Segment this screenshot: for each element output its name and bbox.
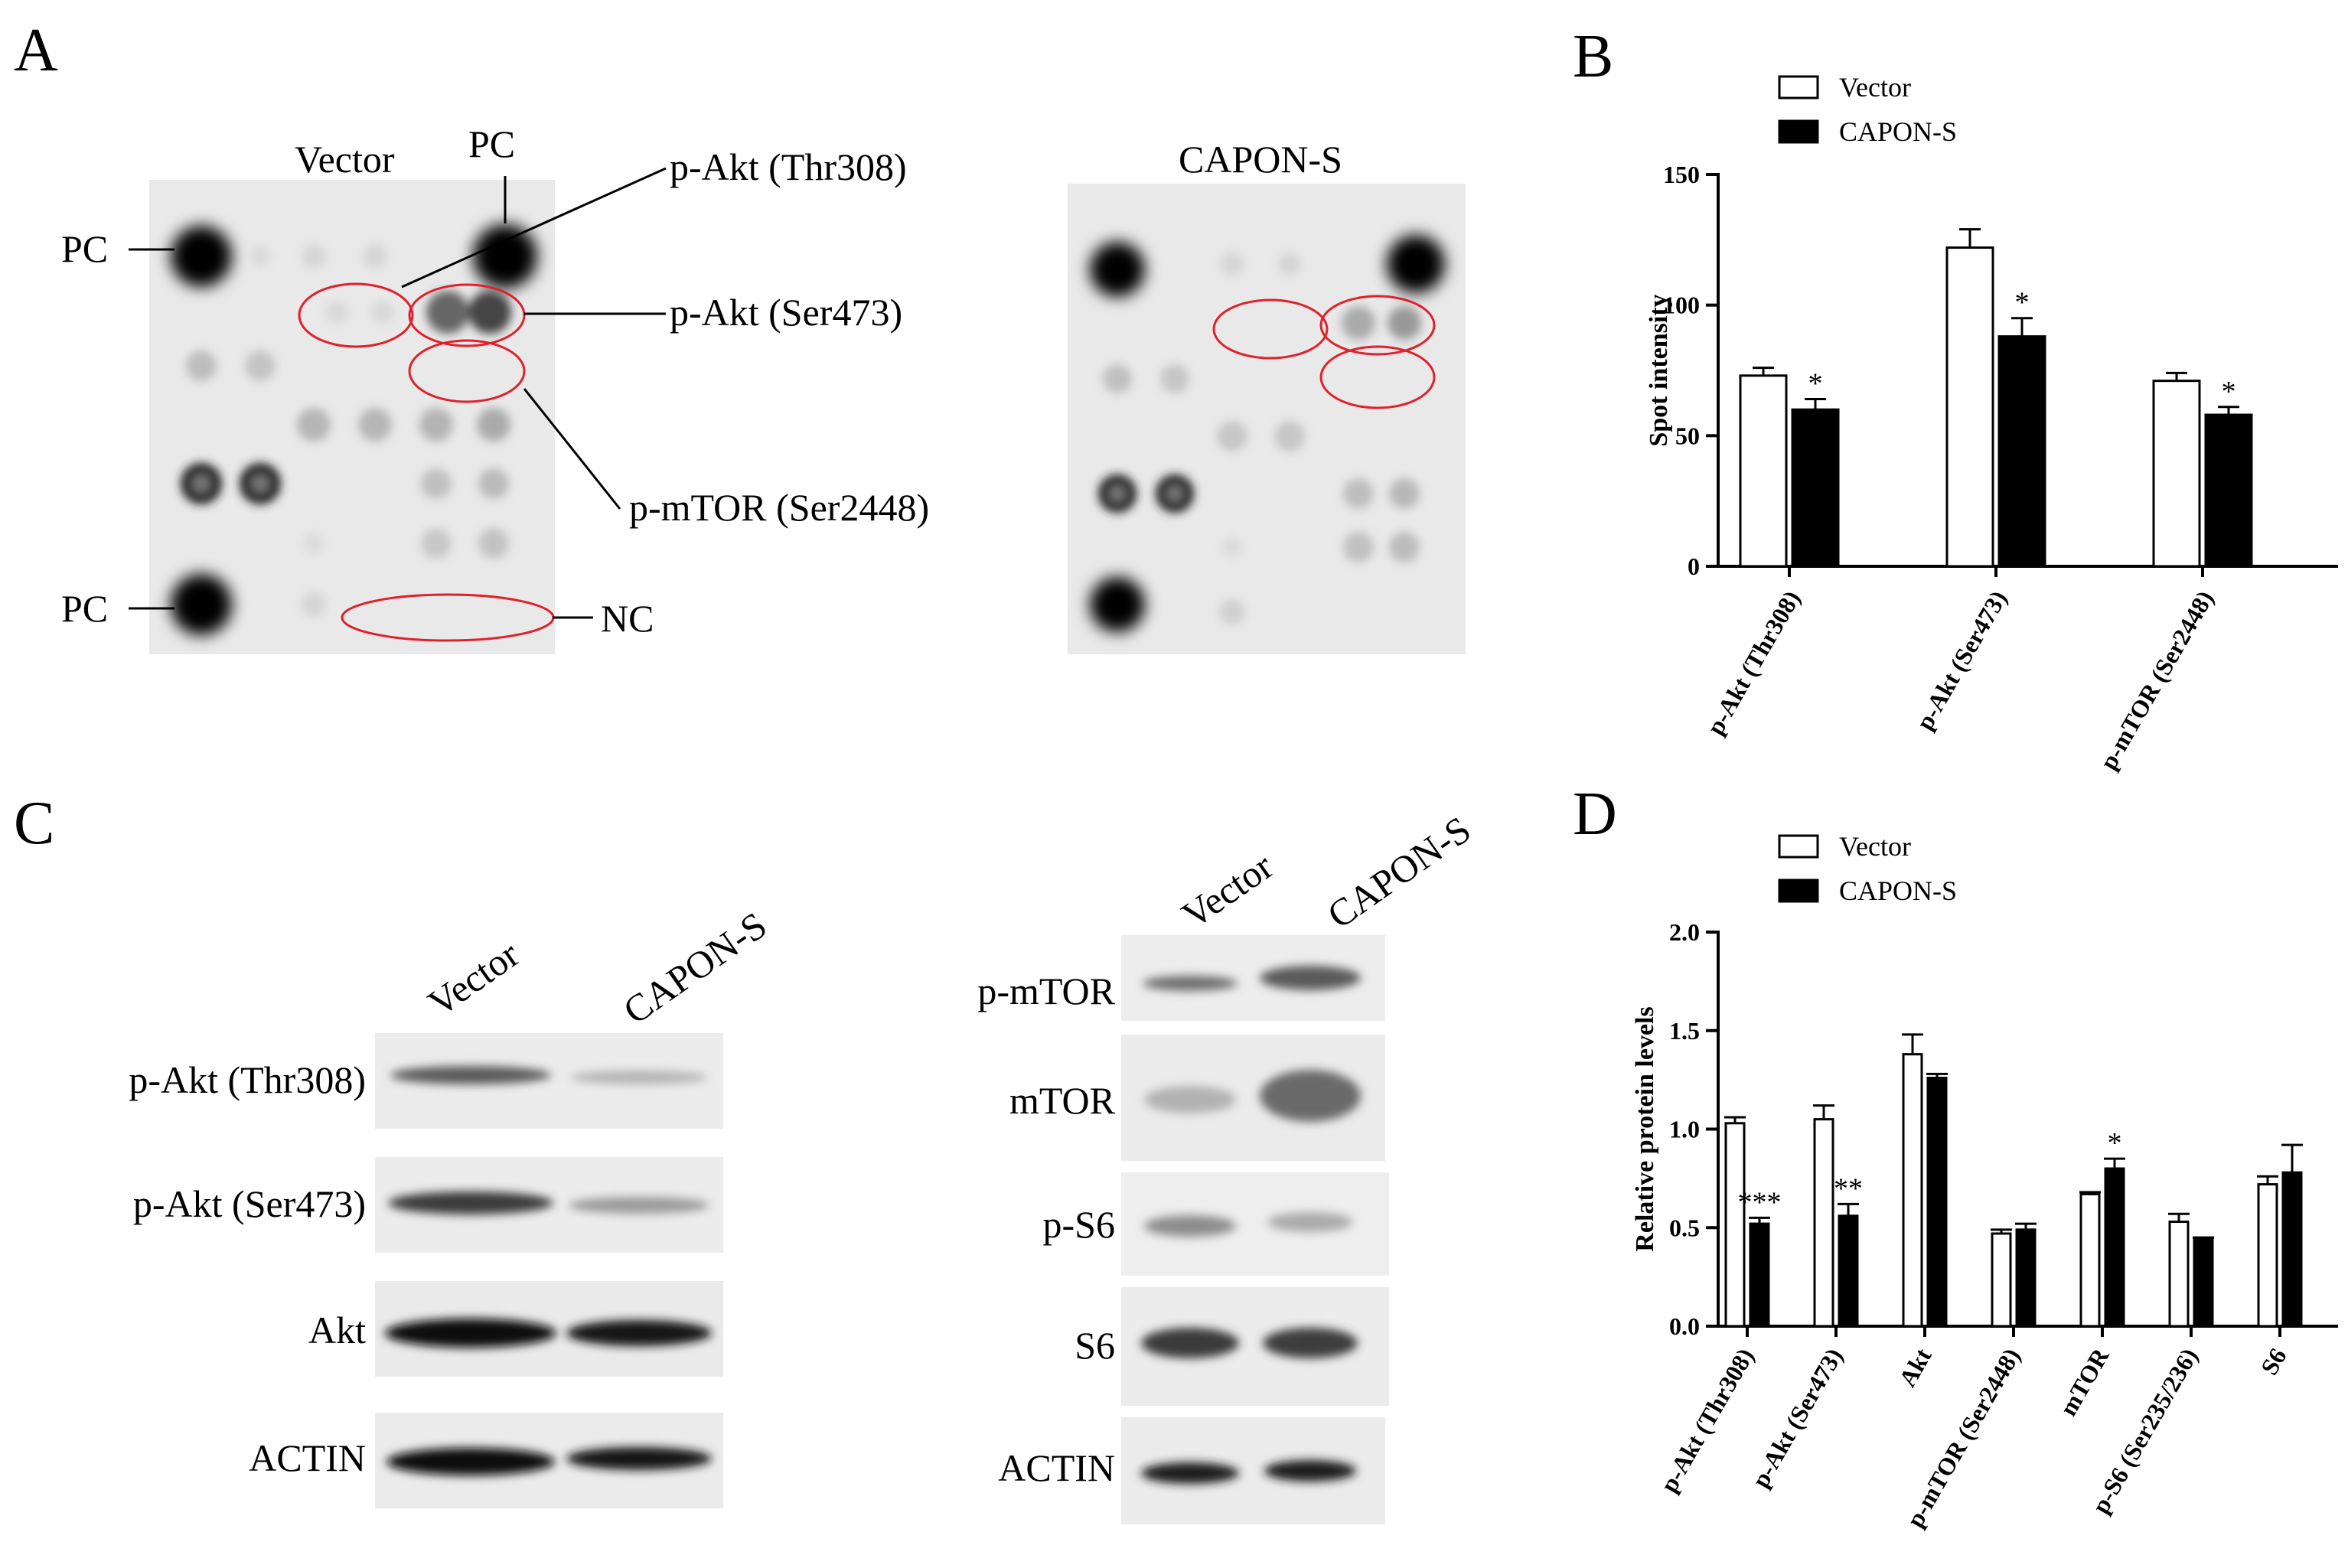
chart-spot-intensity: 0 50 100 150 Spot intensity * p-Akt (Thr308) * p… [1645, 72, 2338, 774]
blot-right-row-4: S6 [1075, 1324, 1115, 1367]
bar-vector [1813, 1118, 1834, 1328]
pc-left-upper-label: PC [61, 227, 108, 270]
blot-left-lane-capon: CAPON-S [615, 903, 774, 1032]
category-label: p-Akt (Thr308) [1701, 586, 1806, 739]
blot-right-row-2: mTOR [1009, 1079, 1116, 1122]
y-tick-label: 2.0 [1669, 918, 1700, 946]
category-label: p-Akt (Thr308) [1655, 1344, 1759, 1497]
bar-capon-s [1749, 1222, 1770, 1328]
bar-capon-s [1997, 335, 2046, 568]
category-label: p-mTOR (Ser2448) [2094, 586, 2219, 774]
panel-b: B 0 50 100 150 Spot intensity * p-Akt (Thr308)… [1573, 23, 2338, 774]
panel-c: C Vector CAPON-S p-Akt (Thr308) p-Akt (S… [14, 790, 1479, 1524]
thr308-ellipse-capon [1212, 298, 1329, 360]
mtor-ellipse-capon [1319, 345, 1436, 409]
nc-label: NC [601, 597, 654, 640]
bar-capon-s [2193, 1238, 2214, 1328]
category-label: mTOR [2054, 1343, 2115, 1420]
panel-a-letter: A [14, 17, 58, 84]
panel-d: D 0.0 0.5 1.0 1.5 2.0 Relative protein levels… [1573, 781, 2338, 1532]
y-tick-label: 0.0 [1669, 1312, 1700, 1340]
category-label: S6 [2255, 1344, 2292, 1380]
ser473-ellipse-capon [1319, 295, 1436, 356]
panel-d-letter: D [1573, 781, 1617, 848]
y-tick-label: 150 [1663, 161, 1700, 188]
bar-vector [1724, 1122, 1746, 1328]
mtor-ellipse-vector [408, 339, 526, 403]
y-tick-label: 50 [1675, 422, 1700, 449]
blot-right-row-3: p-S6 [1043, 1203, 1115, 1246]
bar-capon-s [2015, 1228, 2037, 1328]
right-blot-strips [1121, 935, 1389, 1524]
callout-thr308: p-Akt (Thr308) [670, 145, 907, 188]
blot-right-lane-vector: Vector [1174, 844, 1280, 937]
legend-label: CAPON-S [1839, 116, 1957, 147]
blot-left-row-4: ACTIN [249, 1436, 366, 1479]
significance-marker: * [2015, 287, 2030, 319]
callout-mtor: p-mTOR (Ser2448) [629, 486, 929, 529]
legend-label: CAPON-S [1839, 875, 1957, 906]
pc-top-label: PC [468, 122, 515, 165]
legend-swatch-capon-s [1778, 879, 1819, 903]
vector-array-title: Vector [295, 138, 395, 181]
bar-vector [2079, 1192, 2101, 1328]
left-blot-strips [375, 1033, 723, 1508]
panel-b-letter: B [1573, 23, 1613, 90]
capon-array-title: CAPON-S [1179, 138, 1342, 181]
bar-capon-s [1926, 1077, 1948, 1328]
category-label: Akt [1893, 1343, 1937, 1391]
capon-array-membrane [1068, 184, 1466, 654]
significance-marker: * [2222, 376, 2236, 408]
legend-swatch-capon-s [1778, 119, 1819, 144]
y-axis-label: Relative protein levels [1631, 1006, 1659, 1251]
pc-left-lower-label: PC [61, 587, 108, 630]
blot-left-row-3: Akt [308, 1309, 366, 1351]
thr308-ellipse-vector [298, 282, 414, 348]
y-tick-label: 1.5 [1669, 1017, 1700, 1045]
blot-left-lane-vector: Vector [420, 932, 527, 1025]
blot-left-row-2: p-Akt (Ser473) [133, 1182, 366, 1225]
panel-a: A [14, 17, 1466, 654]
bar-capon-s [2104, 1167, 2125, 1328]
bar-capon-s [2204, 413, 2253, 568]
y-axis-label: Spot intensity [1645, 294, 1673, 446]
callout-lines [129, 167, 667, 619]
legend-label: Vector [1839, 72, 1911, 103]
ser473-ellipse-vector [408, 283, 526, 347]
bar-vector [1902, 1053, 1923, 1328]
vector-array-membrane [149, 180, 555, 654]
y-tick-label: 100 [1663, 292, 1700, 319]
bar-capon-s [1838, 1214, 1859, 1328]
legend-swatch-vector [1778, 834, 1819, 859]
y-tick-label: 0 [1688, 553, 1700, 580]
y-tick-label: 1.0 [1669, 1116, 1700, 1143]
blot-left-row-1: p-Akt (Thr308) [129, 1058, 366, 1101]
blot-right-row-5: ACTIN [998, 1446, 1115, 1489]
blot-right-row-1: p-mTOR [977, 970, 1115, 1012]
highlight-ellipses [298, 282, 1436, 642]
bar-vector [1739, 374, 1788, 568]
legend-label: Vector [1839, 831, 1911, 862]
bar-capon-s [1791, 408, 1840, 568]
significance-marker: *** [1738, 1186, 1782, 1218]
panel-c-letter: C [14, 790, 54, 857]
category-label: p-Akt (Ser473) [1910, 586, 2012, 735]
significance-marker: ** [1834, 1172, 1863, 1205]
bar-vector [2168, 1221, 2190, 1328]
bar-capon-s [2281, 1171, 2303, 1328]
callout-ser473: p-Akt (Ser473) [670, 291, 902, 334]
bar-vector [2152, 380, 2201, 568]
bar-vector [1945, 246, 1994, 568]
significance-marker: * [2108, 1127, 2122, 1159]
bar-vector [1991, 1232, 2012, 1328]
y-tick-label: 0.5 [1669, 1214, 1700, 1241]
significance-marker: * [1808, 368, 1823, 400]
blot-right-lane-capon: CAPON-S [1319, 807, 1478, 937]
legend-swatch-vector [1778, 75, 1819, 99]
category-label: p-Akt (Ser473) [1746, 1344, 1848, 1492]
bar-vector [2257, 1183, 2278, 1328]
